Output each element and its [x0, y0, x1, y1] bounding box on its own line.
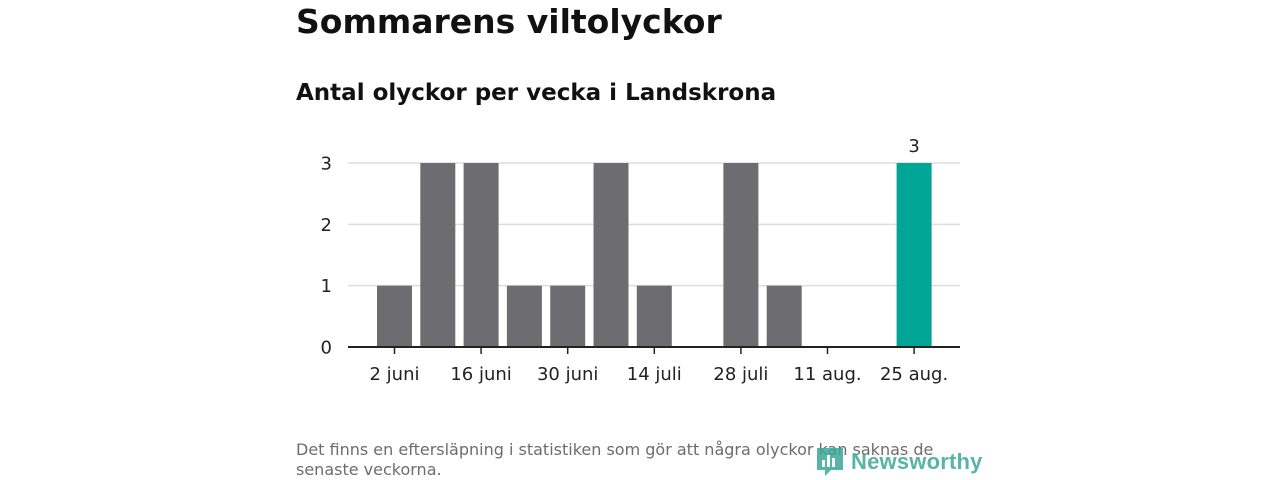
bar — [550, 285, 586, 347]
x-tick-label: 11 aug. — [793, 364, 861, 385]
chart-title: Sommarens viltolyckor — [296, 2, 722, 41]
bar-chart: 0 1 2 3 2 juni 16 juni 30 juni 14 juli 28 juli 11… — [321, 136, 960, 385]
bar — [377, 285, 412, 347]
bars — [377, 163, 932, 347]
x-tick-label: 30 juni — [537, 364, 598, 385]
bar — [420, 163, 456, 347]
footnote: Det finns en eftersläpning i statistiken… — [296, 440, 934, 479]
bar — [593, 163, 629, 347]
y-tick-label: 1 — [321, 276, 332, 297]
y-tick-label: 0 — [321, 338, 332, 359]
bar — [506, 285, 542, 347]
y-tick-label: 2 — [321, 215, 332, 236]
bar — [896, 163, 932, 347]
labels: 0 1 2 3 2 juni 16 juni 30 juni 14 juli 28 juli 11… — [321, 136, 949, 385]
x-tick-label: 28 juli — [713, 364, 768, 385]
newsworthy-logo-icon — [817, 448, 843, 476]
brand-name: Newsworthy — [851, 449, 983, 474]
brand-logo: Newsworthy — [815, 446, 983, 478]
x-tick-label: 25 aug. — [880, 364, 948, 385]
chart-subtitle: Antal olyckor per vecka i Landskrona — [296, 80, 777, 106]
bar — [766, 285, 802, 347]
bar — [636, 285, 672, 347]
bar — [463, 163, 499, 347]
y-tick-label: 3 — [321, 154, 332, 175]
x-tick-label: 2 juni — [370, 364, 420, 385]
x-tick-label: 16 juni — [450, 364, 511, 385]
data-label: 3 — [908, 136, 919, 157]
bar — [723, 163, 759, 347]
axes — [348, 346, 960, 354]
x-tick-label: 14 juli — [627, 364, 682, 385]
